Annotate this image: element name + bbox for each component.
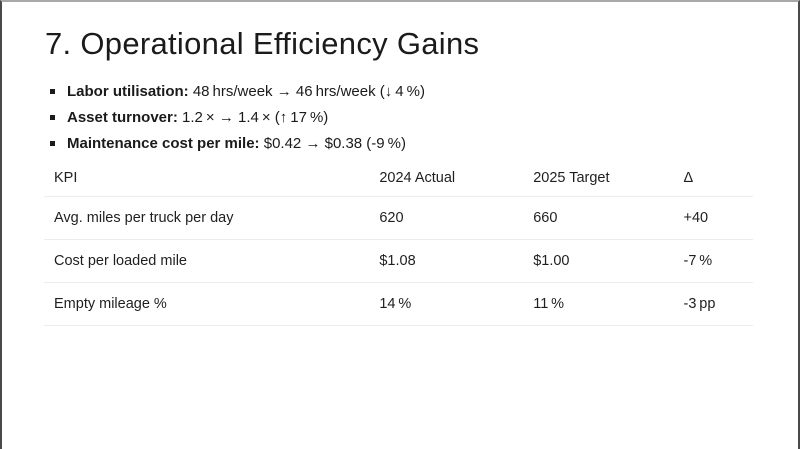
square-bullet-icon: [50, 140, 55, 146]
table-row: Avg. miles per truck per day 620 660 +40: [44, 196, 753, 240]
cell-kpi: Cost per loaded mile: [54, 252, 187, 269]
cell-delta: -7 %: [683, 252, 713, 269]
cell-delta: +40: [683, 209, 709, 226]
kpi-table: KPI 2024 Actual 2025 Target Δ Avg. miles…: [44, 160, 753, 326]
cell-delta: -3 pp: [683, 295, 716, 312]
column-header-2024-actual: 2024 Actual: [379, 169, 456, 186]
cell-2025-target: $1.00: [533, 252, 570, 269]
slide-content: 7. Operational Efficiency Gains Labor ut…: [2, 26, 798, 326]
bullet-label: Asset turnover:: [67, 108, 178, 126]
cell-kpi: Empty mileage %: [54, 295, 167, 312]
table-row: Empty mileage % 14 % 11 % -3 pp: [44, 282, 753, 326]
bullet-label: Labor utilisation:: [67, 82, 189, 100]
table-header-row: KPI 2024 Actual 2025 Target Δ: [44, 160, 753, 197]
cell-2024-actual: 14 %: [379, 295, 412, 312]
square-bullet-icon: [50, 88, 55, 94]
column-header-kpi: KPI: [54, 169, 78, 186]
bullet-list: Labor utilisation: 48 hrs/week → 46 hrs/…: [44, 79, 753, 157]
column-header-delta: Δ: [683, 169, 694, 186]
cell-2024-actual: $1.08: [379, 252, 416, 269]
slide-title: 7. Operational Efficiency Gains: [45, 26, 480, 61]
column-header-2025-target: 2025 Target: [533, 169, 610, 186]
bullet-text: 48 hrs/week → 46 hrs/week (↓ 4 %): [192, 82, 425, 100]
table-row: Cost per loaded mile $1.08 $1.00 -7 %: [44, 239, 753, 283]
bullet-label: Maintenance cost per mile:: [67, 134, 260, 152]
cell-2024-actual: 620: [379, 209, 404, 226]
bullet-item-labor-utilisation: Labor utilisation: 48 hrs/week → 46 hrs/…: [50, 79, 753, 105]
cell-kpi: Avg. miles per truck per day: [54, 209, 234, 226]
bullet-text: $0.42 → $0.38 (-9 %): [263, 134, 406, 152]
cell-2025-target: 660: [533, 209, 558, 226]
bullet-item-maintenance-cost: Maintenance cost per mile: $0.42 → $0.38…: [50, 131, 753, 157]
bullet-item-asset-turnover: Asset turnover: 1.2 × → 1.4 × (↑ 17 %): [50, 105, 753, 131]
cell-2025-target: 11 %: [533, 295, 565, 312]
bullet-text: 1.2 × → 1.4 × (↑ 17 %): [182, 108, 329, 126]
square-bullet-icon: [50, 114, 55, 120]
